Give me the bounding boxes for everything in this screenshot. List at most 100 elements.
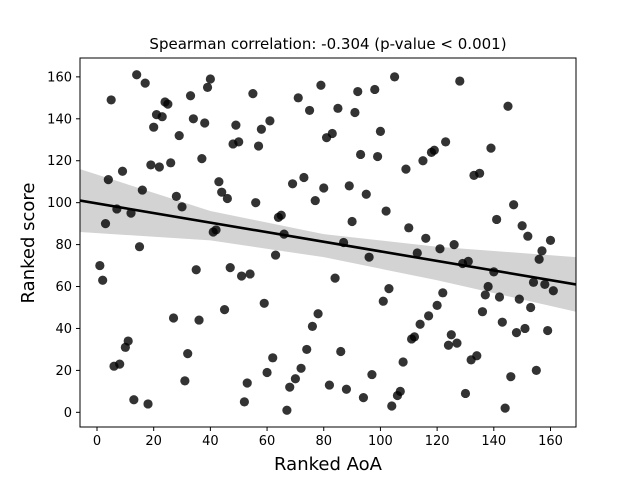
data-point bbox=[375, 126, 386, 136]
x-tick-label: 0 bbox=[93, 434, 101, 449]
data-point bbox=[401, 164, 411, 174]
data-point bbox=[191, 265, 201, 275]
data-point bbox=[217, 187, 227, 197]
data-point bbox=[251, 198, 261, 208]
data-point bbox=[463, 256, 473, 266]
data-point bbox=[523, 231, 533, 241]
data-point bbox=[171, 191, 181, 201]
data-point bbox=[435, 244, 445, 254]
data-point bbox=[293, 93, 303, 103]
data-point bbox=[146, 160, 156, 170]
x-tick-label: 40 bbox=[202, 434, 219, 449]
data-point bbox=[296, 363, 306, 373]
data-point bbox=[242, 378, 252, 388]
data-point bbox=[537, 246, 547, 256]
data-point bbox=[177, 202, 187, 212]
data-point bbox=[185, 91, 196, 101]
data-point bbox=[197, 154, 207, 164]
data-point bbox=[506, 372, 516, 382]
data-point bbox=[460, 388, 471, 399]
data-point bbox=[253, 141, 264, 151]
data-point bbox=[511, 328, 522, 338]
chart-title: Spearman correlation: -0.304 (p-value < … bbox=[149, 35, 506, 53]
data-point bbox=[350, 107, 360, 118]
data-point bbox=[520, 323, 530, 334]
data-point bbox=[353, 86, 363, 97]
x-tick-label: 120 bbox=[425, 434, 450, 449]
data-point bbox=[132, 70, 142, 80]
y-tick-label: 100 bbox=[47, 196, 72, 211]
data-point bbox=[310, 195, 320, 206]
x-tick-label: 160 bbox=[538, 434, 563, 449]
data-point bbox=[307, 321, 318, 331]
data-point bbox=[299, 172, 309, 183]
data-point bbox=[424, 311, 434, 321]
data-point bbox=[514, 294, 524, 304]
data-point bbox=[302, 344, 312, 355]
data-point bbox=[364, 252, 374, 262]
data-point bbox=[115, 359, 125, 369]
y-tick-label: 160 bbox=[47, 70, 72, 85]
data-point bbox=[492, 214, 502, 225]
data-point bbox=[409, 332, 420, 342]
data-point bbox=[443, 340, 454, 350]
confidence-band bbox=[80, 169, 576, 312]
data-point bbox=[180, 376, 190, 386]
data-point bbox=[205, 74, 215, 84]
data-point bbox=[183, 349, 193, 359]
data-point bbox=[455, 76, 465, 86]
data-point bbox=[245, 269, 255, 279]
x-axis-label: Ranked AoA bbox=[274, 454, 383, 475]
x-tick-label: 20 bbox=[145, 434, 162, 449]
y-tick-label: 20 bbox=[55, 364, 72, 379]
data-point bbox=[528, 277, 539, 287]
data-point bbox=[415, 319, 425, 329]
data-point bbox=[358, 393, 369, 403]
data-point bbox=[373, 151, 383, 162]
data-point bbox=[163, 99, 173, 109]
data-point bbox=[341, 384, 352, 394]
data-point bbox=[526, 302, 536, 313]
data-point bbox=[336, 346, 346, 357]
data-point bbox=[287, 179, 298, 189]
data-point bbox=[378, 296, 388, 306]
plot-content bbox=[80, 70, 576, 415]
data-point bbox=[225, 263, 235, 273]
data-point bbox=[313, 309, 323, 319]
data-point bbox=[390, 72, 400, 82]
data-point bbox=[344, 181, 354, 191]
data-point bbox=[239, 397, 249, 407]
data-point bbox=[381, 206, 391, 216]
data-point bbox=[384, 284, 394, 294]
data-point bbox=[517, 221, 527, 231]
data-point bbox=[174, 130, 184, 141]
data-point bbox=[421, 233, 431, 243]
data-point bbox=[534, 254, 544, 264]
data-point bbox=[98, 275, 108, 285]
data-point bbox=[497, 317, 507, 327]
data-point bbox=[149, 122, 159, 132]
data-point bbox=[355, 149, 366, 160]
data-point bbox=[404, 223, 414, 233]
data-point bbox=[347, 216, 357, 227]
data-point bbox=[143, 399, 153, 409]
data-point bbox=[285, 382, 295, 392]
y-axis-label: Ranked score bbox=[18, 183, 39, 304]
data-point bbox=[268, 353, 278, 363]
data-point bbox=[324, 380, 335, 390]
data-point bbox=[330, 273, 340, 283]
y-tick-label: 120 bbox=[47, 154, 72, 169]
data-point bbox=[477, 307, 488, 317]
data-point bbox=[480, 290, 490, 300]
axes-frame bbox=[79, 57, 577, 428]
data-point bbox=[370, 84, 380, 95]
data-point bbox=[103, 175, 113, 185]
data-point bbox=[531, 365, 541, 375]
data-point bbox=[282, 405, 292, 415]
data-point bbox=[319, 183, 329, 193]
data-point bbox=[398, 357, 408, 367]
data-point bbox=[134, 242, 145, 252]
x-tick-label: 140 bbox=[481, 434, 506, 449]
data-point bbox=[500, 403, 510, 413]
data-point bbox=[494, 292, 505, 302]
